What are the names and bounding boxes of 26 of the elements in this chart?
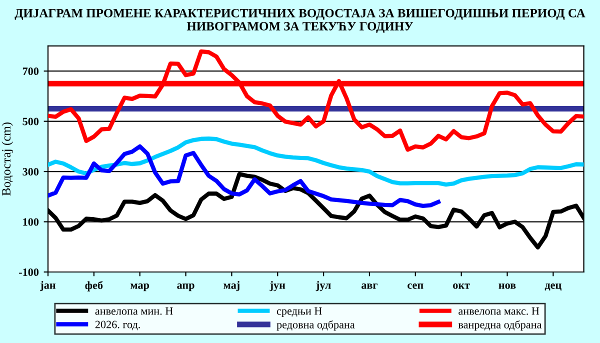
y-tick-label: -100 <box>19 268 39 276</box>
x-tick-label: окт <box>453 284 470 289</box>
x-tick-label: авг <box>362 284 378 289</box>
x-tick-label: нов <box>498 284 516 289</box>
y-tick-label: 700 <box>22 68 39 76</box>
chart-title: ДИЈАГРАМ ПРОМЕНЕ КАРАКТЕРИСТИЧНИХ ВОДОСТАЈА ЗА ВИШЕГОДИШЊИ ПЕРИОД СА НИВОГРАМОМ ЗА ТЕКУЋУ ГОДИНУ <box>14 8 586 33</box>
x-tick-label: јан <box>40 281 56 292</box>
x-tick-label: апр <box>177 284 194 292</box>
legend-label: редовна одбрана <box>276 320 355 331</box>
y-tick-label: 100 <box>23 218 39 226</box>
y-tick-label: 500 <box>22 118 39 126</box>
x-tick-label: сеп <box>408 284 424 289</box>
legend-label: 2026. год. <box>95 320 140 330</box>
x-tick-label: мар <box>130 284 150 292</box>
x-tick-label: јун <box>270 281 286 292</box>
y-axis-title: Водостај (cm) <box>2 122 14 196</box>
x-tick-label: јул <box>316 281 331 292</box>
legend-label: анвелопа макс. Н <box>458 307 540 315</box>
y-tick-label: 300 <box>22 168 39 176</box>
x-tick-label: феб <box>85 281 103 292</box>
legend-label: анвелопа мин. Н <box>95 307 173 315</box>
x-tick-label: дец <box>544 284 562 291</box>
line-series <box>48 144 440 208</box>
legend-label: средњи Н <box>276 307 322 318</box>
x-tick-label: мај <box>224 281 240 292</box>
legend-label: ванредна одбрана <box>458 320 542 331</box>
